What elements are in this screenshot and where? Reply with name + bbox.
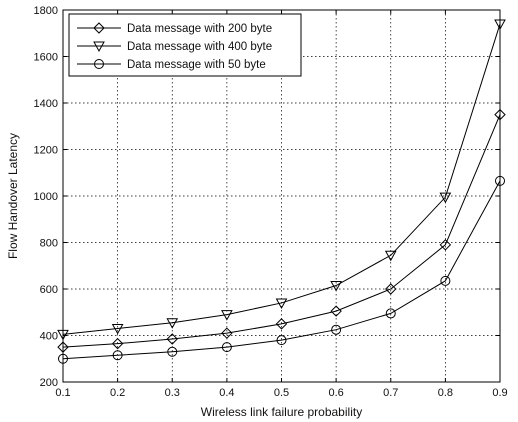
y-tick-label: 1400: [34, 98, 58, 110]
data-point: [111, 337, 124, 350]
legend-marker: [93, 41, 105, 53]
y-tick-label: 200: [40, 377, 58, 389]
data-point: [275, 318, 288, 330]
legend: Data message with 200 byte Data message w…: [68, 13, 302, 77]
data-point: [166, 333, 178, 345]
x-tick-label: 0.8: [438, 387, 453, 399]
data-point: [275, 298, 288, 309]
legend-box: [68, 13, 302, 77]
data-point: [166, 318, 179, 329]
y-tick-label: 400: [40, 331, 58, 343]
data-point: [57, 329, 69, 341]
data-point: [111, 324, 124, 335]
data-point: [330, 305, 342, 317]
data-point: [330, 281, 342, 292]
legend-entry: Data message with 200 byte: [77, 22, 272, 35]
x-tick-label: 0.7: [383, 387, 398, 399]
series-diamond: [57, 108, 506, 353]
legend-label: Data message with 400 byte: [127, 41, 272, 53]
data-point: [112, 350, 123, 361]
data-point: [439, 239, 452, 251]
data-point: [439, 192, 452, 204]
x-tick-label: 0.4: [219, 387, 234, 399]
data-point: [221, 327, 233, 339]
x-tick-label: 0.6: [328, 387, 343, 399]
series-triangle-down: [57, 19, 506, 341]
y-axis-label: Flow Handover Latency: [6, 133, 20, 259]
series-circle: [58, 175, 505, 364]
legend-label: Data message with 50 byte: [127, 59, 266, 71]
data-point: [494, 19, 506, 30]
x-tick-label: 0.3: [165, 387, 180, 399]
y-tick-label: 800: [40, 238, 58, 250]
y-tick-label: 600: [40, 284, 58, 296]
data-point: [167, 346, 178, 357]
series-line: [62, 180, 501, 360]
data-point: [385, 283, 397, 295]
x-tick-label: 0.2: [110, 387, 125, 399]
data-point: [331, 324, 342, 335]
data-point: [221, 342, 232, 353]
series-layer: [57, 19, 506, 364]
legend-entry: Data message with 50 byte: [77, 59, 266, 71]
data-point: [385, 308, 396, 319]
legend-entry: Data message with 400 byte: [77, 41, 272, 53]
data-point: [440, 275, 451, 286]
data-point: [384, 250, 397, 262]
x-tick-label: 0.9: [492, 387, 507, 399]
data-point: [276, 335, 287, 346]
legend-marker: [94, 59, 104, 69]
data-point: [221, 310, 233, 321]
data-point: [57, 341, 69, 353]
x-axis-label: Wireless link failure probability: [201, 405, 362, 419]
y-tick-label: 1600: [34, 52, 58, 64]
data-point: [58, 353, 68, 364]
series-line: [62, 114, 501, 348]
x-tick-label: 0.5: [274, 387, 289, 399]
axis-ticks: 0.1 0.2 0.3 0.4 0.5 0.6 0.7 0.8 0.9 200 400 600 800 1…: [34, 5, 508, 399]
data-point: [494, 108, 506, 121]
legend-marker: [93, 22, 105, 34]
legend-label: Data message with 200 byte: [127, 23, 272, 35]
series-line: [62, 23, 501, 335]
y-tick-label: 1000: [34, 191, 58, 203]
data-point: [495, 175, 505, 186]
x-tick-label: 0.1: [55, 387, 70, 399]
y-tick-label: 1200: [34, 145, 58, 157]
y-tick-label: 1800: [34, 5, 58, 17]
